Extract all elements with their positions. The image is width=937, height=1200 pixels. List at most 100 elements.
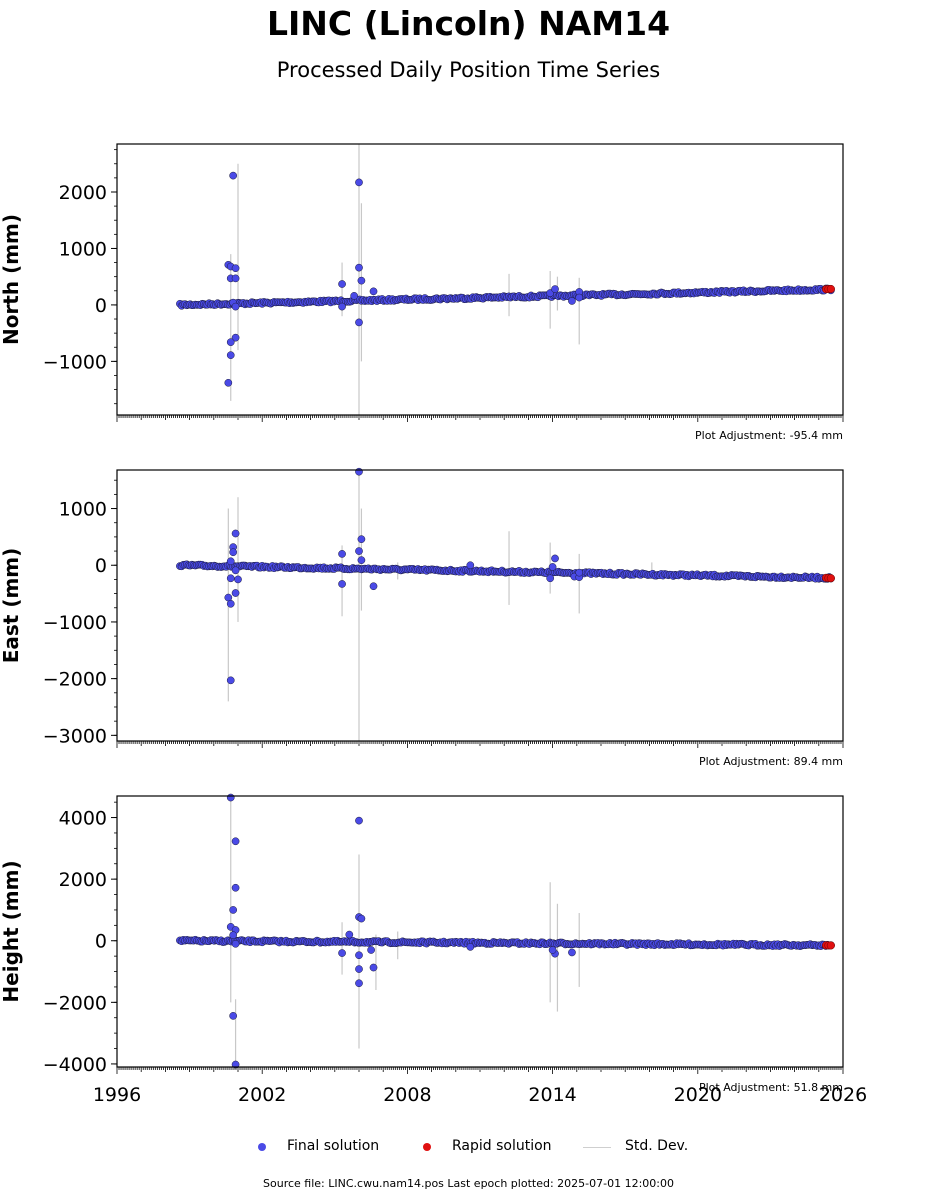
- x-tick-label: 2008: [383, 1084, 431, 1106]
- final-point: [338, 280, 346, 288]
- x-tick-label: 2002: [238, 1084, 286, 1106]
- y-tick-label: 1000: [59, 499, 107, 521]
- x-tick-label: 1996: [93, 1084, 141, 1106]
- final-point: [357, 535, 366, 544]
- final-point: [338, 302, 346, 311]
- final-point: [226, 599, 235, 608]
- page-subtitle: Processed Daily Position Time Series: [276, 58, 661, 82]
- y-axis-label: East (mm): [0, 548, 23, 664]
- final-point: [575, 293, 584, 302]
- final-point: [231, 264, 240, 273]
- y-tick-label: 4000: [59, 808, 107, 830]
- y-tick-label: 0: [95, 295, 107, 317]
- final-point: [466, 943, 475, 951]
- final-point: [229, 548, 238, 557]
- y-tick-label: −2000: [43, 669, 107, 691]
- final-point: [229, 1012, 238, 1020]
- rapid-point: [826, 574, 835, 583]
- final-point: [355, 547, 363, 555]
- final-point: [231, 837, 240, 846]
- std-line-icon: [583, 1147, 611, 1148]
- y-tick-label: −4000: [43, 1054, 107, 1076]
- y-tick-label: −1000: [43, 351, 107, 373]
- final-point: [551, 554, 559, 563]
- final-point: [231, 589, 240, 597]
- final-point: [548, 946, 557, 954]
- y-tick-label: −3000: [43, 725, 107, 747]
- final-point: [355, 318, 363, 327]
- final-point: [357, 914, 366, 923]
- final-point: [355, 965, 363, 973]
- chart-panel-2: −3000 −2000 −1000 0 1000 East (mm) Plot Adjust…: [0, 467, 844, 768]
- final-point: [226, 793, 235, 802]
- plot-frame: [116, 795, 844, 1068]
- y-tick-label: 2000: [59, 182, 107, 204]
- legend-label-final: Final solution: [287, 1138, 380, 1154]
- rapid-point: [826, 941, 835, 950]
- final-point: [369, 963, 378, 972]
- final-point: [575, 568, 584, 577]
- chart-panel-1: −1000 0 1000 2000 North (mm) Plot Adjustment:…: [0, 143, 844, 442]
- final-point: [231, 883, 240, 892]
- final-point: [355, 263, 363, 272]
- rapid-marker-icon: [423, 1143, 431, 1151]
- legend-label-std: Std. Dev.: [625, 1138, 689, 1154]
- final-point: [231, 274, 240, 283]
- final-marker-icon: [258, 1143, 266, 1151]
- y-tick-label: −1000: [43, 612, 107, 634]
- final-point: [548, 563, 557, 571]
- source-footer: Source file: LINC.cwu.nam14.pos Last epo…: [263, 1177, 674, 1190]
- final-point: [231, 302, 240, 311]
- final-point: [357, 556, 366, 564]
- final-point: [229, 171, 238, 180]
- page-title: LINC (Lincoln) NAM14: [266, 4, 671, 43]
- final-point: [229, 931, 238, 940]
- y-tick-label: 0: [95, 931, 107, 953]
- final-point: [367, 946, 375, 954]
- final-point: [345, 930, 354, 939]
- final-point: [355, 467, 363, 476]
- final-point: [355, 979, 363, 988]
- plot-frame: [116, 143, 844, 416]
- final-point: [568, 948, 576, 957]
- plot-adjustment-label: Plot Adjustment: -95.4 mm: [695, 429, 843, 442]
- final-point: [231, 939, 240, 948]
- final-point: [338, 550, 346, 558]
- final-point: [355, 816, 363, 825]
- plot-adjustment-label: Plot Adjustment: 51.8 mm: [699, 1081, 843, 1094]
- final-point: [226, 574, 235, 583]
- x-tick-label: 2014: [528, 1084, 576, 1106]
- final-point: [369, 582, 378, 591]
- final-point: [355, 951, 363, 960]
- plot-frame: [116, 469, 844, 742]
- final-point: [355, 178, 363, 187]
- final-point: [231, 333, 240, 342]
- chart-panel-3: −4000 −2000 0 2000 4000 Height (mm) Plot Adjus…: [0, 793, 867, 1106]
- final-point: [546, 574, 555, 583]
- final-point: [551, 285, 559, 293]
- legend-label-rapid: Rapid solution: [452, 1138, 552, 1154]
- final-point: [231, 566, 240, 575]
- final-point: [231, 1060, 240, 1069]
- final-point: [231, 529, 240, 538]
- final-point: [338, 580, 346, 588]
- x-tick-label: 2020: [674, 1084, 722, 1106]
- final-point: [224, 378, 233, 387]
- y-tick-label: 0: [95, 555, 107, 577]
- y-axis-label: Height (mm): [0, 860, 23, 1002]
- final-point: [369, 287, 378, 296]
- final-point: [226, 351, 235, 360]
- final-point: [466, 561, 475, 570]
- y-tick-label: −2000: [43, 992, 107, 1014]
- final-point: [568, 297, 576, 305]
- y-tick-label: 1000: [59, 238, 107, 260]
- final-point: [226, 676, 235, 685]
- y-tick-label: 2000: [59, 869, 107, 891]
- y-axis-label: North (mm): [0, 214, 23, 345]
- final-point: [234, 575, 242, 584]
- final-point: [338, 949, 346, 957]
- final-point: [229, 906, 238, 914]
- final-point: [357, 276, 366, 285]
- final-point: [226, 338, 235, 347]
